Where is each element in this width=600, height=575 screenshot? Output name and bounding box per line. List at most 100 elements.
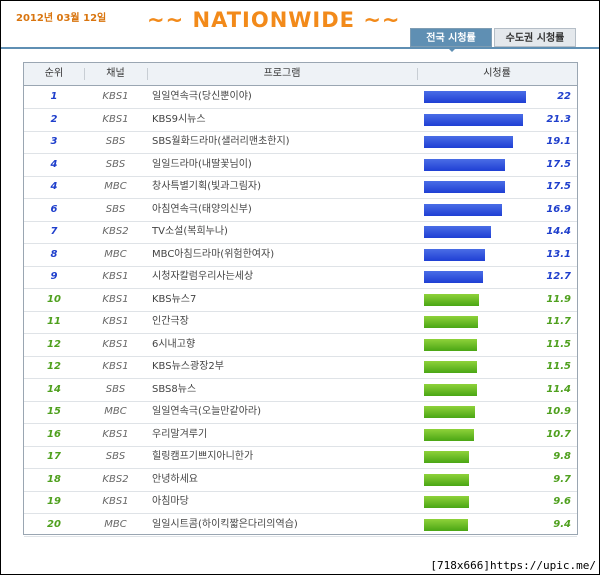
program-cell[interactable]: 안녕하세요 [152,473,198,485]
rating-value-label: 9.7 [553,473,571,485]
rating-value-label: 14.4 [546,226,571,237]
table-row: 1 KBS1 일일연속극(당신뿐이야) 22 [24,86,577,109]
rating-bar [424,428,474,441]
rating-value-label: 13.1 [546,248,571,260]
rating-bar [424,181,506,193]
table-header: 순위 채널 프로그램 시청률 [24,63,577,86]
column-header-channel: 채널 [106,68,125,79]
rank-cell: 4 [50,158,58,170]
tab-nationwide-ratings[interactable]: 전국 시청률 [410,28,492,52]
rank-cell: 20 [47,518,61,530]
rating-bar [424,248,485,261]
rank-cell: 19 [47,496,61,507]
channel-cell: KBS1 [102,496,129,507]
rating-value-label: 10.9 [546,406,571,417]
rating-bar [424,316,479,328]
channel-cell: KBS1 [102,316,129,327]
rank-cell: 7 [50,226,58,237]
rank-cell: 14 [47,383,61,395]
program-cell[interactable]: 시청자칼럼우리사는세상 [152,271,254,282]
rating-value-label: 19.1 [546,136,571,147]
rank-cell: 1 [50,91,58,102]
date-label: 2012년 03월 12일 [16,13,107,24]
rating-bar [424,518,468,531]
program-cell[interactable]: KBS뉴스7 [152,293,197,305]
channel-cell: SBS [105,136,126,147]
rank-cell: 15 [47,406,61,417]
rating-bar [424,496,469,508]
channel-cell: MBC [104,406,127,417]
table-row: 3 SBS SBS월화드라마(샐러리맨초한지) 19.1 [24,131,577,154]
tab-underline [1,47,599,49]
rating-bar [424,451,470,463]
rating-value-label: 21.3 [546,113,571,125]
rating-bar [424,271,483,283]
rating-bar [424,91,526,103]
channel-cell: MBC [104,248,127,260]
table-row: 17 SBS 힐링캠프기쁘지아니한가 9.8 [24,446,577,469]
table-row: 19 KBS1 아침마당 9.6 [24,491,577,514]
channel-cell: SBS [105,203,126,215]
column-header-program: 프로그램 [263,68,301,79]
program-cell[interactable]: MBC아침드라마(위험한여자) [152,248,275,260]
program-cell[interactable]: 힐링캠프기쁘지아니한가 [152,451,254,462]
program-cell[interactable]: 6시내고향 [152,338,196,350]
rating-value-label: 11.5 [546,338,571,350]
rating-value-label: 9.8 [553,451,571,462]
program-cell[interactable]: 일일연속극(오늘만같아라) [152,406,262,417]
rank-cell: 17 [47,451,61,462]
rating-value-label: 11.5 [546,361,571,372]
rank-cell: 3 [50,136,58,147]
banner-title: ~~ NATIONWIDE ~~ [147,8,401,32]
column-header-rating: 시청률 [483,68,511,79]
table-row: 6 SBS 아침연속극(태양의신부) 16.9 [24,199,577,222]
program-cell[interactable]: TV소설(복희누나) [152,226,228,237]
rating-value-label: 17.5 [546,158,571,170]
program-cell[interactable]: KBS9시뉴스 [152,113,206,125]
rank-cell: 4 [50,181,58,192]
rating-bar [424,293,480,306]
table-row: 16 KBS1 우리말겨루기 10.7 [24,424,577,447]
channel-cell: KBS1 [102,361,129,372]
program-cell[interactable]: 일일드라마(내딸꽃님이) [152,158,252,170]
channel-cell: KBS2 [102,473,129,485]
tab-capital-area-ratings[interactable]: 수도권 시청률 [494,28,576,47]
table-row: 11 KBS1 인간극장 11.7 [24,311,577,334]
channel-cell: SBS [105,158,126,170]
program-cell[interactable]: 인간극장 [152,316,189,327]
program-cell[interactable]: 아침마당 [152,496,189,507]
rating-value-label: 11.4 [546,383,571,395]
program-cell[interactable]: 일일시트콤(하이킥짧은다리의역습) [152,518,298,530]
table-row: 18 KBS2 안녕하세요 9.7 [24,469,577,492]
rank-cell: 8 [50,248,58,260]
table-row: 4 SBS 일일드라마(내딸꽃님이) 17.5 [24,154,577,177]
channel-cell: KBS1 [102,293,129,305]
rank-cell: 12 [47,361,61,372]
program-cell[interactable]: 창사특별기획(빛과그림자) [152,181,262,192]
channel-cell: MBC [104,181,127,192]
rating-value-label: 16.9 [546,203,571,215]
rating-value-label: 11.7 [546,316,571,327]
program-cell[interactable]: SBS8뉴스 [152,383,197,395]
rating-value-label: 17.5 [546,181,571,192]
program-cell[interactable]: 우리말겨루기 [152,428,208,440]
program-cell[interactable]: SBS월화드라마(샐러리맨초한지) [152,136,290,147]
rating-bar [424,338,478,351]
program-cell[interactable]: KBS뉴스광장2부 [152,361,224,372]
table-row: 14 SBS SBS8뉴스 11.4 [24,379,577,402]
program-cell[interactable]: 일일연속극(당신뿐이야) [152,91,252,102]
ratings-table: 순위 채널 프로그램 시청률 1 KBS1 일일연속극(당신뿐이야) 22 2 KBS1 K… [23,62,578,537]
program-cell[interactable]: 아침연속극(태양의신부) [152,203,252,215]
table-row: 8 MBC MBC아침드라마(위험한여자) 13.1 [24,244,577,267]
table-row: 15 MBC 일일연속극(오늘만같아라) 10.9 [24,401,577,424]
rank-cell: 16 [47,428,61,440]
rank-cell: 12 [47,338,61,350]
rank-cell: 18 [47,473,61,485]
channel-cell: KBS1 [102,271,129,282]
table-row: 12 KBS1 KBS뉴스광장2부 11.5 [24,356,577,379]
rating-bar [424,158,506,171]
rating-bar [424,113,523,126]
column-divider [147,68,148,80]
table-row: 9 KBS1 시청자칼럼우리사는세상 12.7 [24,266,577,289]
